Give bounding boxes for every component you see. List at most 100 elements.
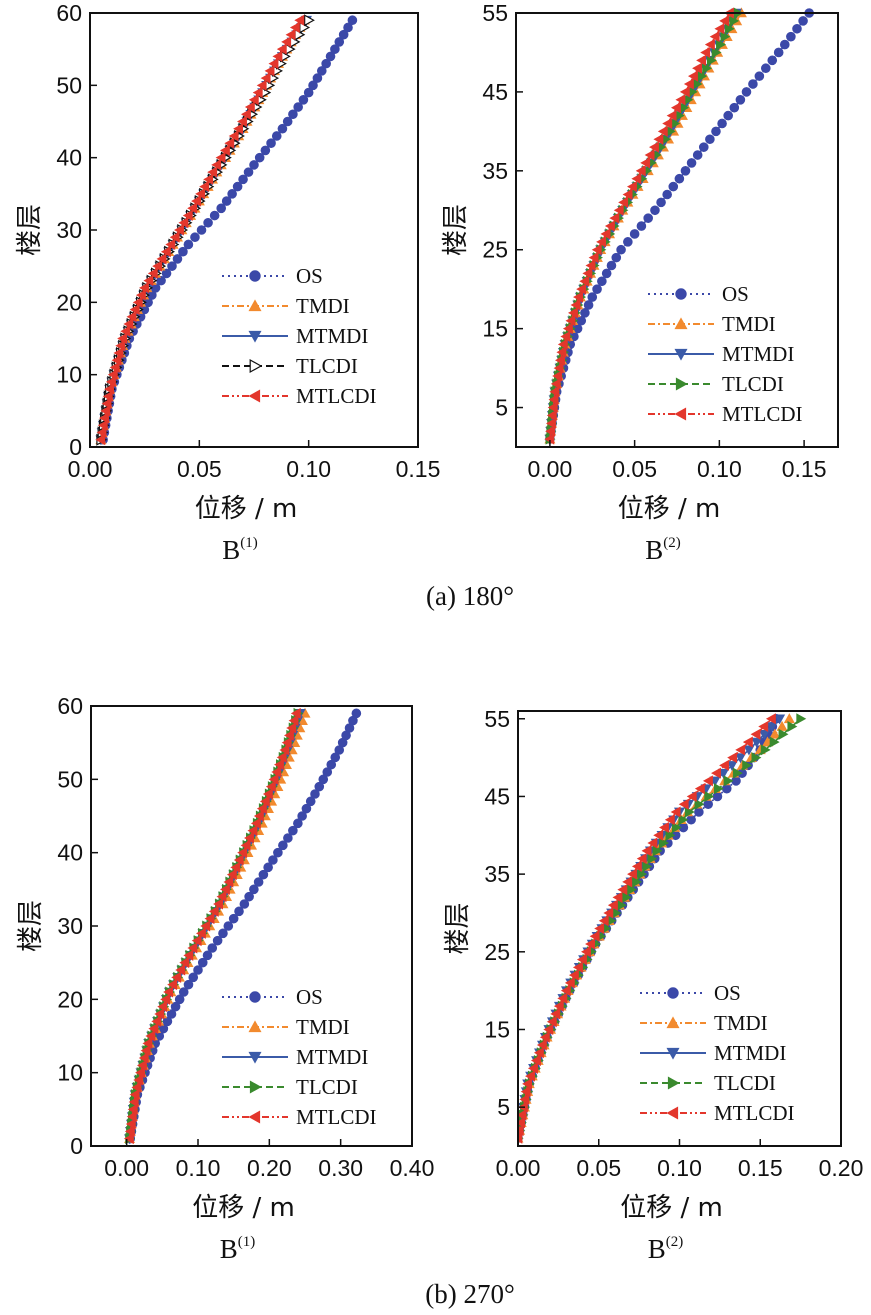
data-point	[136, 1059, 147, 1071]
data-point	[622, 876, 633, 888]
legend-label: TLCDI	[296, 354, 358, 378]
data-point	[662, 117, 673, 129]
data-point	[572, 961, 583, 973]
legend-marker	[667, 1076, 680, 1090]
data-point	[698, 142, 709, 152]
data-point	[668, 181, 679, 192]
data-point	[351, 708, 362, 719]
data-point	[720, 31, 731, 43]
data-point	[322, 767, 333, 777]
x-tick-label: 0.20	[247, 1155, 292, 1181]
legend-marker	[248, 1110, 261, 1124]
y-tick-label: 0	[70, 1133, 83, 1159]
y-tick-label: 50	[56, 72, 82, 98]
data-point	[289, 21, 300, 33]
data-point	[546, 1016, 557, 1028]
data-point	[343, 22, 353, 33]
data-point	[564, 977, 575, 989]
panel-label-sup: (1)	[240, 535, 258, 551]
data-point	[248, 94, 259, 106]
data-point	[671, 102, 681, 114]
data-point	[268, 58, 279, 70]
data-point	[249, 884, 259, 895]
data-point	[314, 781, 325, 792]
x-tick-label: 0.10	[176, 1155, 221, 1181]
data-point	[100, 405, 111, 417]
data-point	[778, 728, 789, 740]
data-point	[637, 868, 648, 880]
data-point	[123, 318, 134, 330]
data-point	[686, 158, 697, 168]
data-point	[285, 29, 296, 41]
data-point	[171, 971, 182, 983]
y-tick-label: 45	[482, 79, 508, 105]
data-point	[273, 847, 283, 858]
data-point	[197, 957, 208, 968]
data-point	[105, 376, 116, 388]
data-point	[244, 832, 254, 844]
y-tick-label: 50	[57, 766, 83, 792]
data-point	[787, 721, 798, 733]
data-point	[190, 232, 200, 243]
chart-b-right: 0.00 0.05 0.10 0.15 0.20 5 15 25 35 45 55 位移 / m 楼层 B…	[443, 706, 863, 1264]
data-point	[726, 761, 738, 771]
data-point	[623, 237, 633, 247]
series-tmdi	[124, 707, 311, 1143]
data-point	[734, 753, 746, 764]
data-point	[748, 79, 758, 89]
data-point	[594, 922, 605, 935]
x-tick-label: 0.00	[528, 456, 573, 482]
data-point	[148, 1023, 159, 1035]
y-axis-label: 楼层	[443, 902, 473, 954]
data-point	[729, 102, 740, 113]
y-tick-label: 10	[56, 362, 82, 388]
y-tick-label: 5	[495, 395, 508, 421]
data-point	[256, 803, 267, 815]
data-point	[705, 134, 715, 145]
data-point	[191, 935, 202, 947]
data-point	[626, 181, 637, 193]
y-tick-label: 15	[484, 1016, 510, 1042]
legend-marker	[666, 1047, 680, 1060]
legend: OS TMDI MTMDI TLCDI MTLCDI	[640, 981, 795, 1125]
data-point	[585, 938, 595, 950]
panel-label-sup: (1)	[238, 1234, 256, 1250]
legend-label: OS	[714, 981, 741, 1005]
x-tick-label: 0.00	[496, 1155, 541, 1181]
data-point	[711, 767, 721, 779]
data-point	[761, 63, 771, 74]
x-tick-label: 0.30	[318, 1155, 363, 1181]
y-tick-label: 0	[69, 434, 82, 460]
data-point	[627, 868, 637, 880]
data-point	[692, 62, 702, 74]
y-tick-label: 40	[57, 840, 83, 866]
legend-label: TLCDI	[714, 1071, 776, 1095]
data-point	[273, 759, 284, 771]
data-point	[742, 736, 753, 748]
data-point	[294, 14, 305, 26]
legend-label: MTLCDI	[296, 384, 377, 408]
data-point	[647, 853, 658, 865]
data-point	[713, 783, 724, 795]
data-point	[741, 87, 752, 97]
data-point	[215, 152, 226, 164]
data-point	[179, 957, 190, 969]
x-tick-label: 0.05	[612, 456, 657, 482]
data-point	[125, 1118, 136, 1130]
data-point	[310, 789, 320, 799]
data-point	[576, 954, 587, 966]
data-point	[115, 340, 126, 352]
data-point	[305, 796, 316, 807]
x-tick-label: 0.05	[177, 456, 222, 482]
data-point	[132, 296, 143, 308]
data-point	[664, 814, 675, 826]
data-point	[277, 123, 288, 134]
data-point	[160, 993, 171, 1005]
data-point	[128, 1096, 139, 1108]
legend-label: OS	[722, 282, 749, 306]
data-point	[142, 1037, 153, 1049]
data-point	[717, 118, 727, 129]
y-tick-label: 25	[482, 237, 508, 263]
data-point	[239, 899, 250, 909]
data-point	[129, 1089, 140, 1101]
